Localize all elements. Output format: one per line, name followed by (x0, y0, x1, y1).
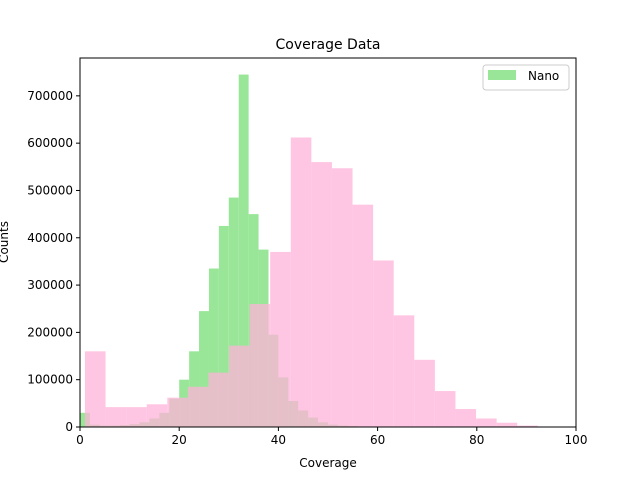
y-tick-label: 0 (65, 420, 73, 434)
series-1-bar-19 (476, 418, 497, 427)
legend: Nano (482, 64, 570, 91)
series-0-bar-13 (208, 268, 219, 427)
x-axis-label: Coverage (299, 456, 357, 470)
y-axis-label: Counts (0, 221, 11, 263)
x-tick-label: 100 (565, 433, 588, 447)
y-tick-label: 300000 (27, 278, 73, 292)
series-1-bar-6 (208, 372, 230, 427)
series-1-bar-3 (146, 404, 168, 427)
series-1-bar-8 (249, 304, 271, 427)
y-tick-label: 100000 (27, 373, 73, 387)
series-1-bar-1 (105, 407, 127, 427)
legend-label-nano: Nano (528, 69, 559, 83)
x-tick-label: 80 (469, 433, 484, 447)
series-1-bar-4 (167, 397, 188, 427)
series-0-bar-12 (199, 311, 209, 427)
x-tick-label: 60 (370, 433, 385, 447)
legend-swatch-nano (488, 70, 516, 80)
series-1-bar-12 (331, 168, 353, 428)
histogram-bars (80, 74, 559, 428)
x-tick-label: 0 (76, 433, 84, 447)
series-1-bar-13 (352, 204, 374, 427)
series-1-bar-17 (434, 391, 456, 427)
x-tick-label: 20 (172, 433, 187, 447)
series-1-bar-14 (373, 260, 394, 427)
series-1-bar-2 (126, 407, 147, 427)
y-tick-label: 200000 (27, 325, 73, 339)
y-tick-label: 400000 (27, 231, 73, 245)
series-1-bar-15 (393, 315, 415, 427)
series-1-bar-18 (455, 409, 477, 427)
y-tick-label: 500000 (27, 183, 73, 197)
series-1-bar-20 (496, 422, 518, 427)
series-0-bar-16 (238, 74, 249, 427)
series-0-bar-14 (218, 225, 229, 427)
series-1-bar-11 (311, 162, 332, 427)
series-1-bar-5 (187, 386, 209, 427)
series-1-bar-9 (270, 251, 291, 427)
y-tick-label: 600000 (27, 136, 73, 150)
chart-title: Coverage Data (276, 37, 381, 53)
series-1-bars (84, 137, 559, 428)
y-axis-ticks: 0 100000 200000 300000 400000 500000 600000 700… (27, 89, 80, 434)
series-1-bar-21 (517, 425, 538, 427)
series-1-bar-7 (229, 345, 250, 427)
x-axis-ticks: 0 20 40 60 80 100 (76, 427, 587, 447)
y-tick-label: 700000 (27, 89, 73, 103)
series-1-bar-16 (414, 359, 435, 427)
plot-frame (79, 57, 577, 428)
series-0-bar-15 (228, 197, 239, 427)
series-1-bar-0 (84, 351, 106, 427)
series-1-bar-10 (290, 137, 312, 428)
x-tick-label: 40 (271, 433, 286, 447)
